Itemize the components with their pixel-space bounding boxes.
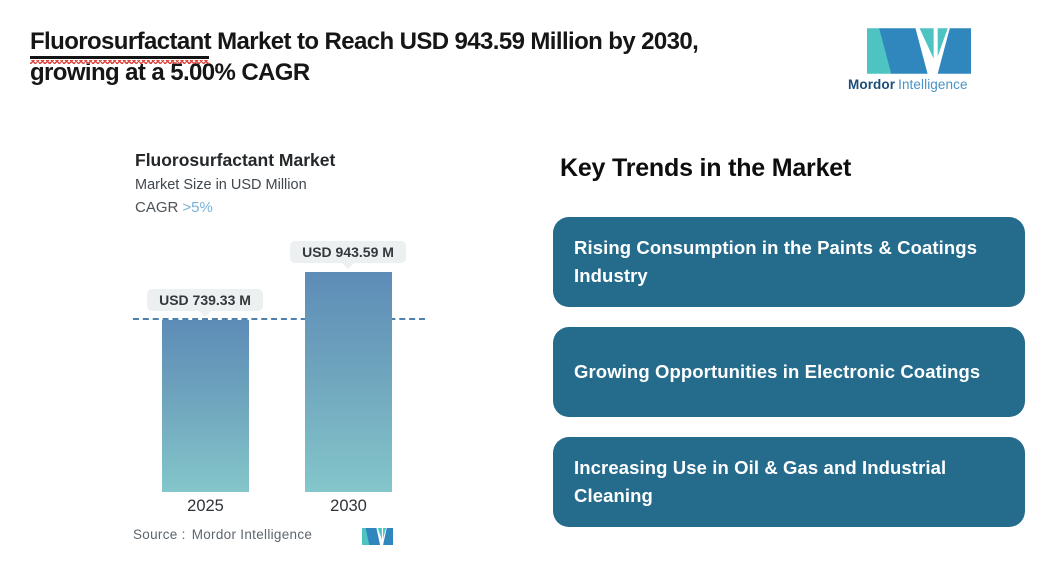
x-axis-label-2025: 2025	[187, 497, 224, 515]
trend-item-paints-coatings: Rising Consumption in the Paints & Coati…	[553, 217, 1025, 307]
trend-item-text: Growing Opportunities in Electronic Coat…	[574, 361, 981, 383]
chart-cagr: CAGR >5%	[135, 199, 213, 216]
brand-logo: Mordor Intelligence	[848, 28, 1018, 92]
source-attribution: Source : Mordor Intelligence	[133, 527, 312, 542]
x-axis-label-2030: 2030	[330, 497, 367, 515]
trend-item-oil-gas-cleaning: Increasing Use in Oil & Gas and Industri…	[553, 437, 1025, 527]
reference-dashed-line	[133, 318, 425, 320]
trends-list: Rising Consumption in the Paints & Coati…	[553, 217, 1025, 547]
mordor-logo-icon	[867, 28, 971, 74]
source-value: Mordor Intelligence	[191, 527, 313, 542]
page-title: Fluorosurfactant Market to Reach USD 943…	[30, 27, 842, 88]
cagr-label: CAGR	[135, 199, 179, 216]
trend-item-electronic-coatings: Growing Opportunities in Electronic Coat…	[553, 327, 1025, 417]
brand-name-bold: Mordor	[848, 77, 896, 92]
trend-item-text: Rising Consumption in the Paints & Coati…	[574, 237, 978, 286]
page-title-line1-rest: Market to Reach USD 943.59 Million by 20…	[211, 28, 699, 55]
brand-name: Mordor Intelligence	[848, 77, 1018, 92]
bar-2030	[305, 272, 392, 492]
chart-title: Fluorosurfactant Market	[135, 150, 336, 170]
bar-chart-plot: USD 739.33 M USD 943.59 M	[133, 241, 425, 492]
source-label: Source :	[133, 527, 186, 542]
trends-heading: Key Trends in the Market	[560, 154, 852, 182]
cagr-value: >5%	[182, 199, 213, 216]
page-title-highlight: Fluorosurfactant	[30, 27, 212, 64]
bar-value-label-2030: USD 943.59 M	[290, 241, 406, 263]
mordor-logo-mini-icon	[362, 528, 393, 545]
trend-item-text: Increasing Use in Oil & Gas and Industri…	[574, 457, 947, 506]
brand-name-light: Intelligence	[898, 77, 968, 92]
bar-2025	[162, 320, 249, 492]
bar-value-label-2025: USD 739.33 M	[147, 289, 263, 311]
chart-subtitle: Market Size in USD Million	[135, 177, 307, 193]
